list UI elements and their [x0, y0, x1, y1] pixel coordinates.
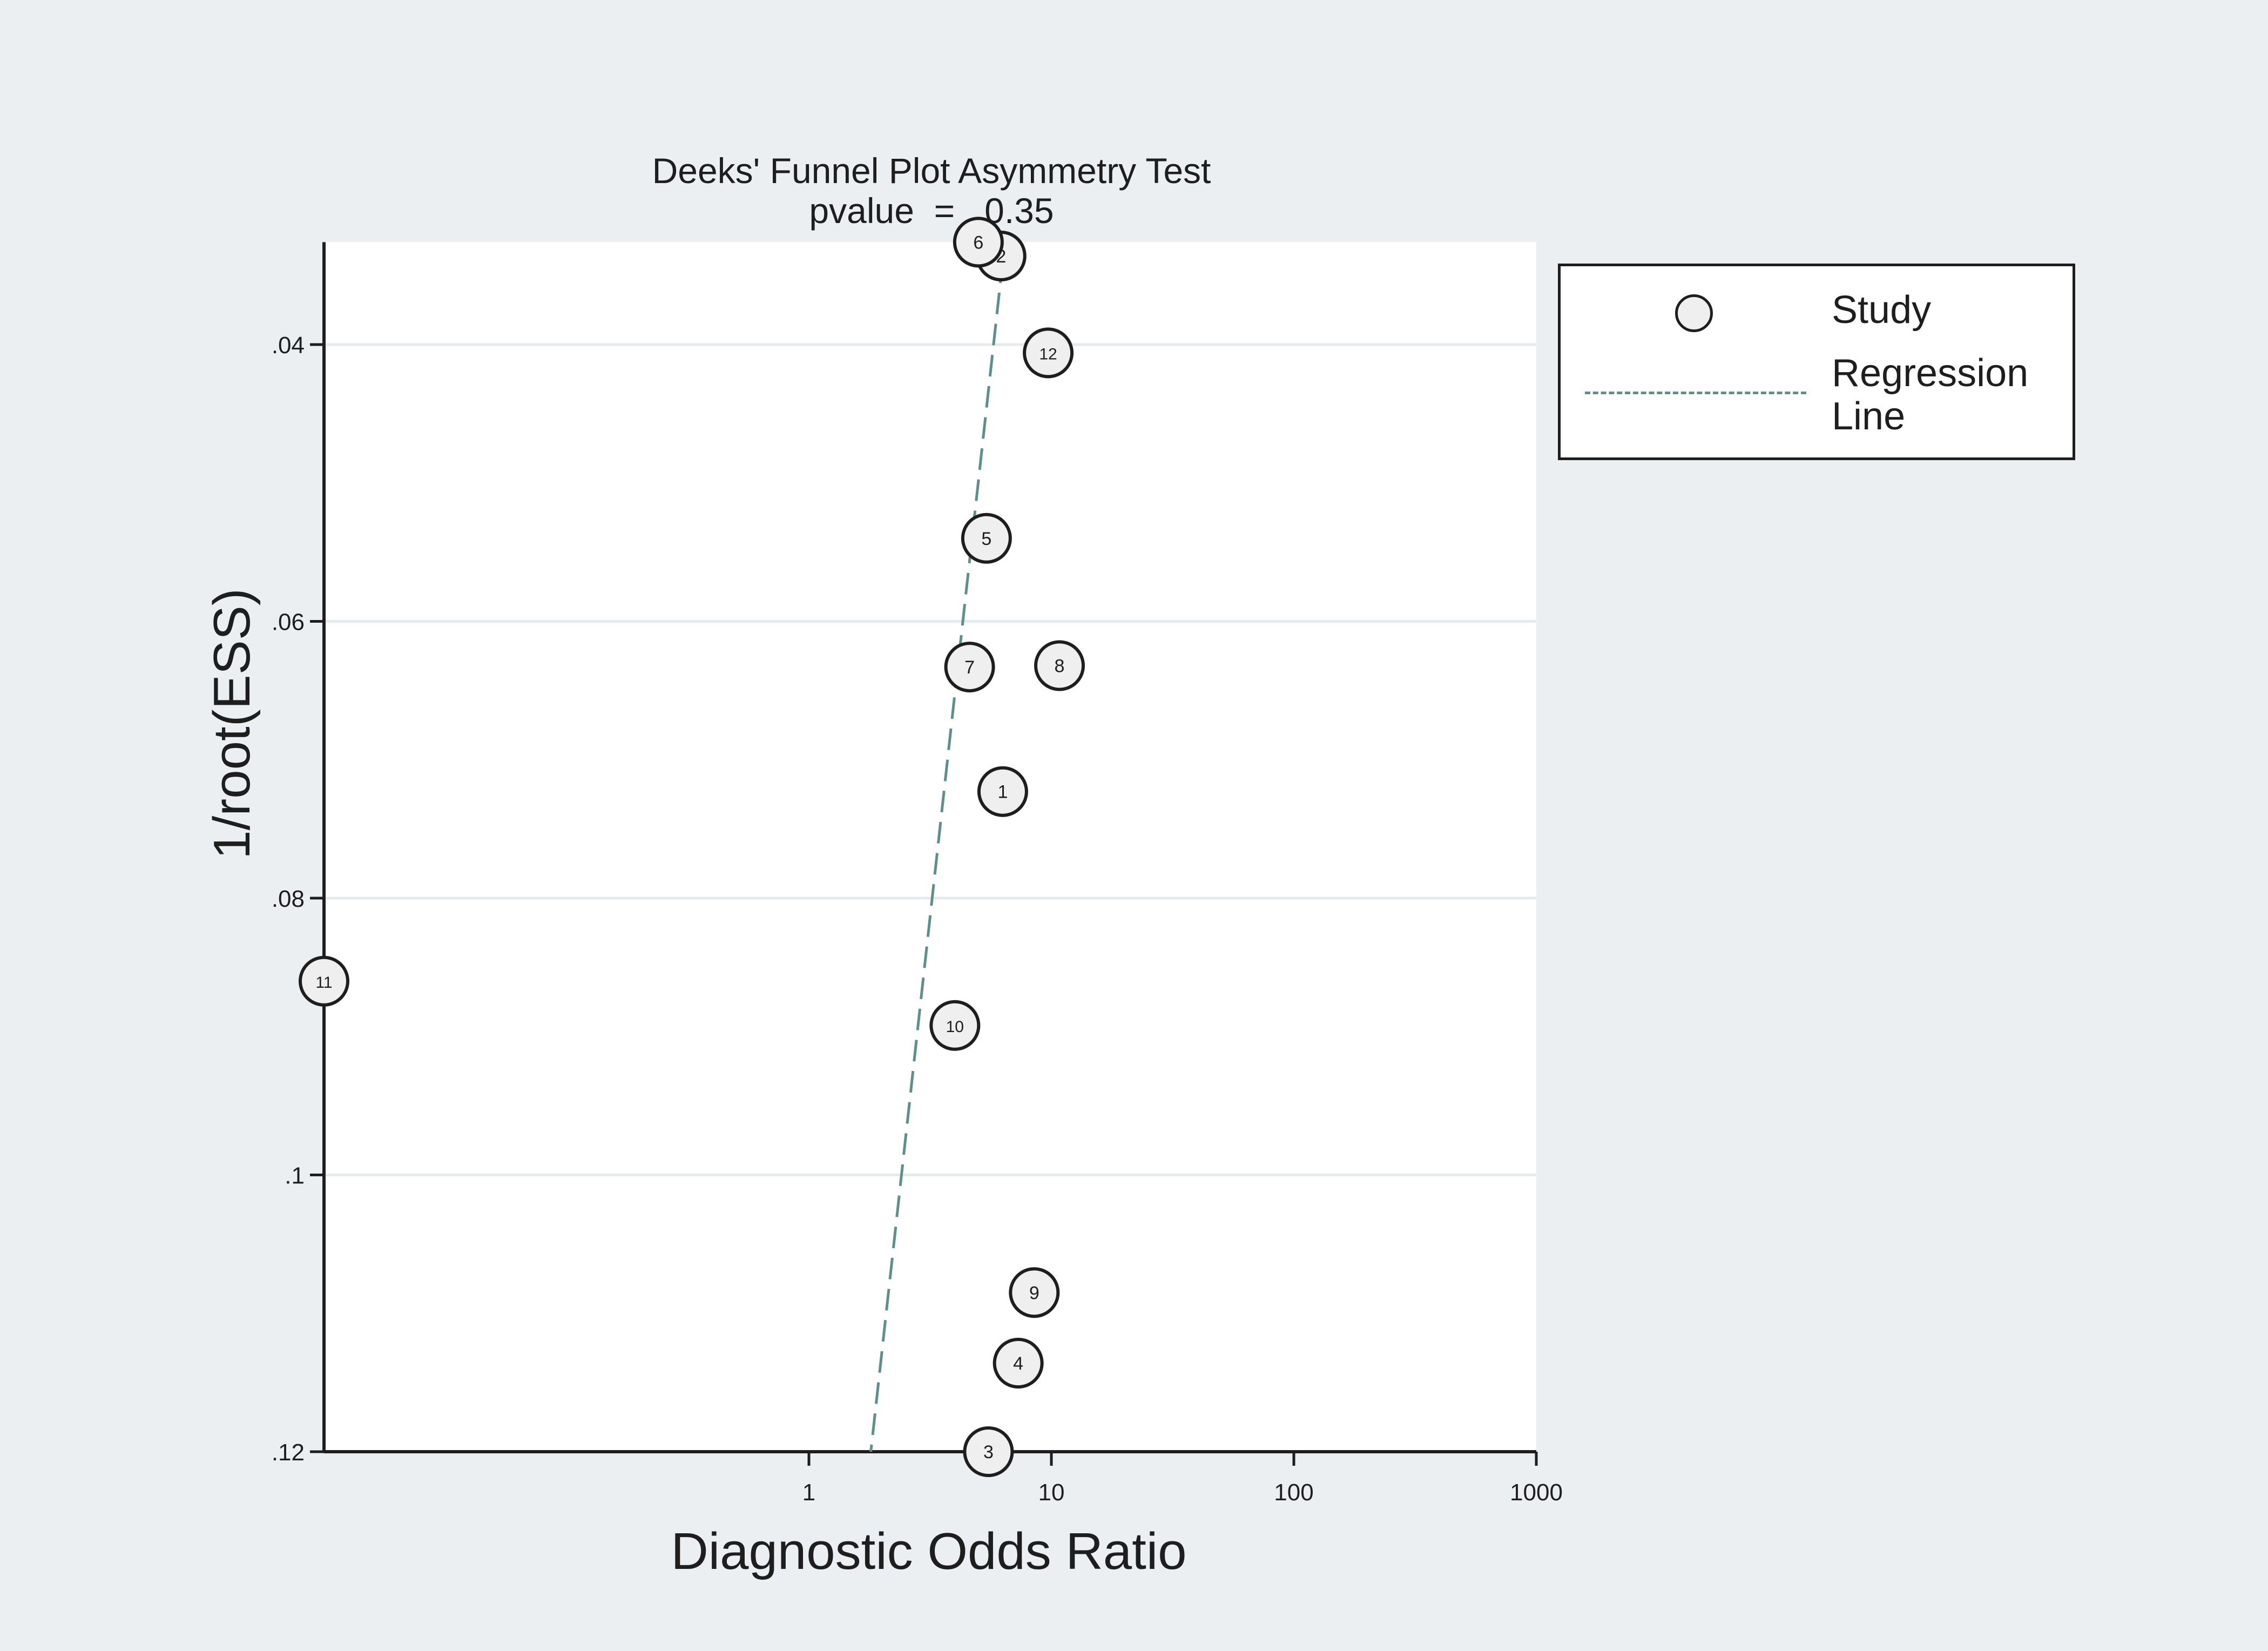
x-axis-label: Diagnostic Odds Ratio [671, 1522, 1187, 1580]
study-point-1 [977, 766, 1028, 817]
legend-study-marker-icon [1675, 294, 1713, 332]
y-axis-label: 1/root(ESS) [203, 588, 261, 859]
y-tick-label-3: .1 [285, 1163, 305, 1189]
study-point-6 [953, 217, 1004, 268]
x-tick-label-3: 1000 [1510, 1479, 1563, 1506]
study-point-9 [1009, 1267, 1060, 1318]
study-point-label-3: 3 [983, 1442, 994, 1463]
study-point-label-1: 1 [997, 782, 1008, 803]
y-tick-label-1: .06 [272, 609, 305, 636]
study-point-label-12: 12 [1039, 345, 1057, 363]
legend-regression-line-icon [1585, 392, 1806, 394]
x-tick-label-1: 10 [1038, 1479, 1065, 1506]
x-tick-label-2: 100 [1274, 1479, 1313, 1506]
study-point-4 [993, 1338, 1044, 1389]
y-tick-label-4: .12 [272, 1439, 305, 1466]
study-point-label-4: 4 [1013, 1353, 1023, 1374]
regression-line [869, 261, 1004, 1452]
chart-subtitle: pvalue = 0.35 [809, 191, 1054, 231]
study-point-label-8: 8 [1055, 656, 1065, 677]
study-point-8 [1034, 640, 1085, 691]
study-point-10 [929, 1000, 981, 1051]
study-point-label-9: 9 [1029, 1283, 1040, 1303]
axis-layer: .04 .06 .08 .1 .12 1 10 100 1000 [272, 242, 1563, 1506]
legend-regression-label: Regression Line [1832, 352, 2029, 438]
line-layer [869, 261, 1004, 1452]
study-point-7 [944, 642, 995, 693]
legend-study-label: Study [1832, 288, 1932, 332]
study-point-label-5: 5 [981, 529, 991, 549]
study-point-label-10: 10 [946, 1018, 964, 1036]
plot-area [324, 242, 1536, 1452]
y-tick-label-2: .08 [272, 886, 305, 912]
study-point-3 [963, 1426, 1014, 1477]
y-tick-label-0: .04 [272, 332, 305, 359]
x-tick-label-0: 1 [802, 1479, 815, 1506]
study-point-12 [1023, 327, 1074, 379]
study-point-5 [961, 513, 1012, 564]
chart-title: Deeks' Funnel Plot Asymmetry Test [652, 151, 1211, 191]
study-point-label-6: 6 [973, 232, 983, 253]
study-point-label-11: 11 [315, 974, 332, 992]
study-point-11 [299, 955, 349, 1007]
study-point-label-7: 7 [964, 657, 975, 678]
legend: Study Regression Line [1558, 264, 2075, 460]
